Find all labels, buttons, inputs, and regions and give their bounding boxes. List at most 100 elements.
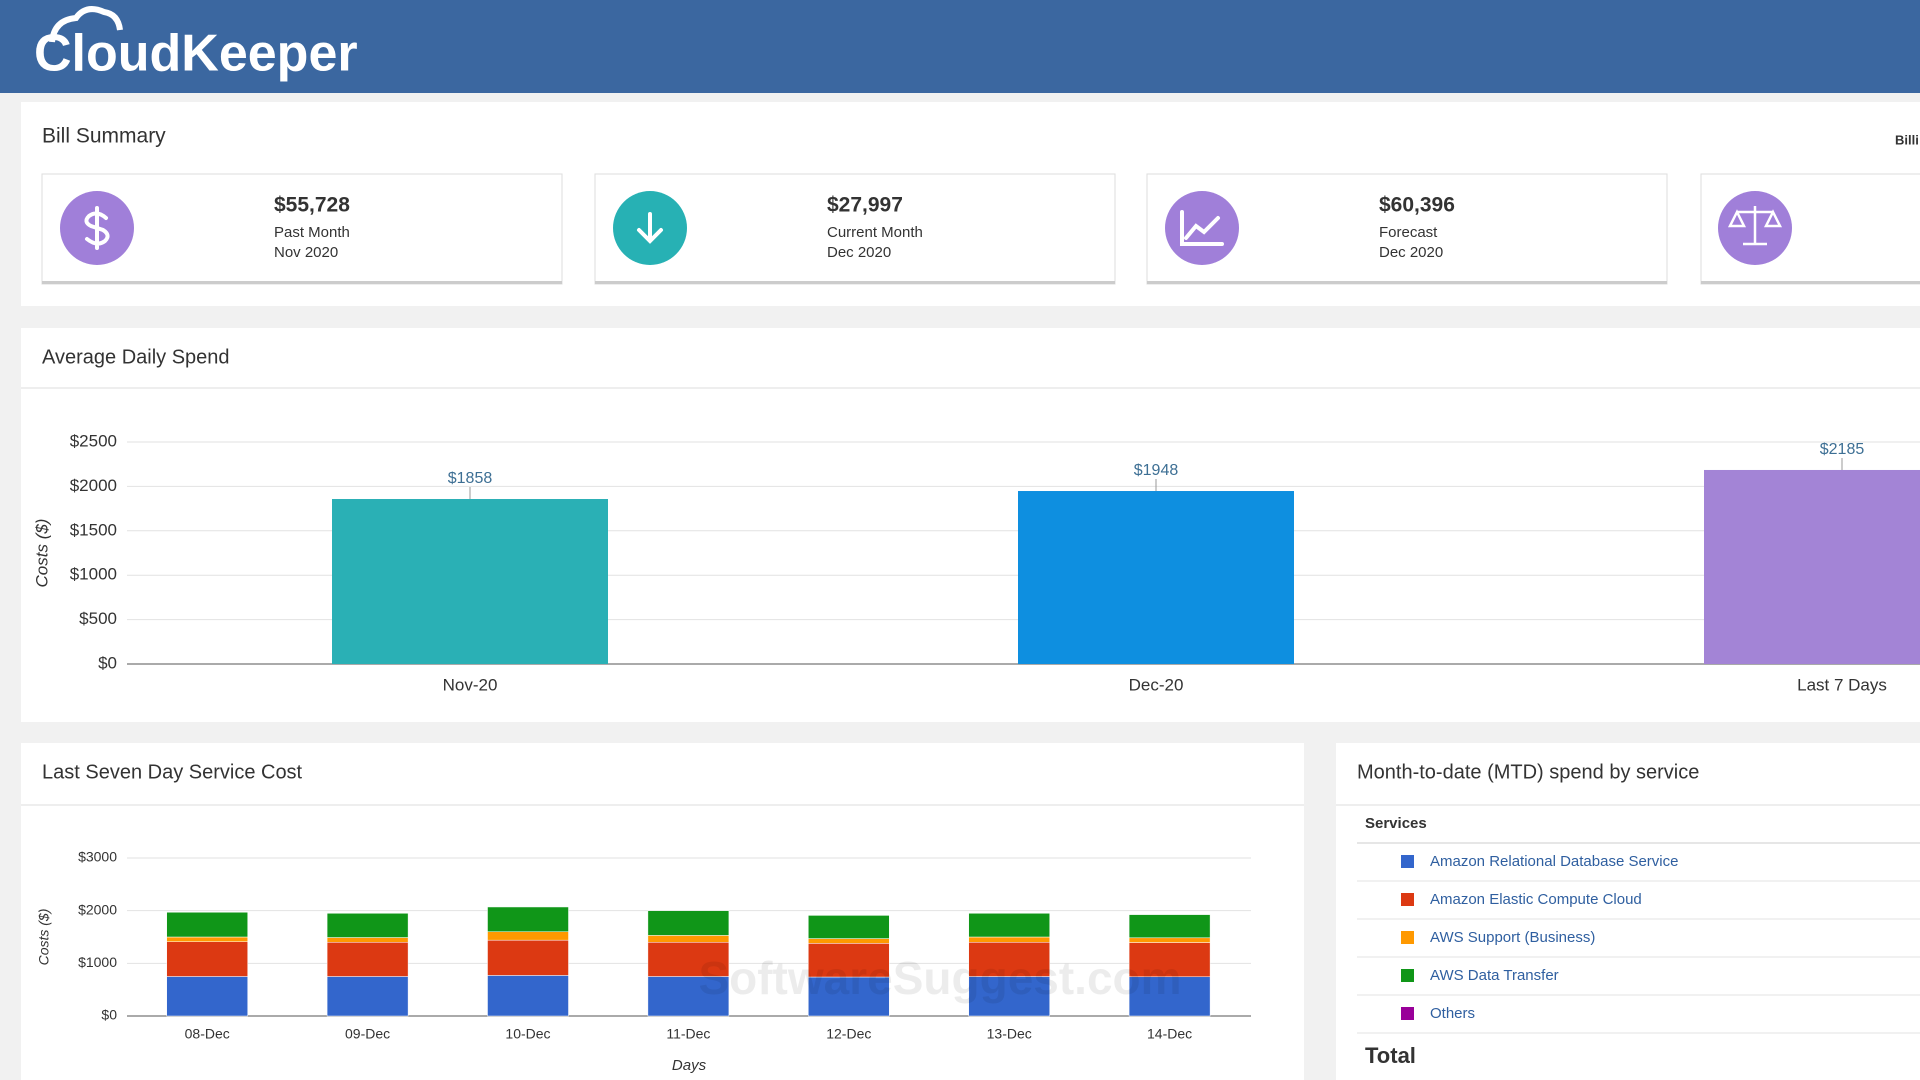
x-tick-label: 08-Dec <box>185 1026 230 1042</box>
y-axis-label: Costs ($) <box>32 519 51 588</box>
bar-segment <box>166 976 248 1017</box>
x-tick-label: 12-Dec <box>826 1026 871 1042</box>
average-daily-panel <box>21 328 1920 722</box>
bar-segment <box>647 935 730 943</box>
service-name[interactable]: Amazon Relational Database Service <box>1430 853 1678 870</box>
card-icon <box>1165 191 1239 265</box>
card-period: Dec 2020 <box>827 244 891 261</box>
y-tick-label: $1000 <box>70 565 117 584</box>
bar-segment <box>808 976 890 1017</box>
bar-segment <box>166 941 248 977</box>
card-period: Nov 2020 <box>274 244 338 261</box>
x-tick-label: 14-Dec <box>1147 1026 1192 1042</box>
card-glyph <box>637 212 663 244</box>
bar-segment <box>808 938 890 944</box>
bar <box>1704 469 1920 664</box>
card-amount: $60,396 <box>1379 194 1455 217</box>
watermark: SoftwareSuggest.com <box>698 952 1181 1004</box>
bar <box>332 499 608 664</box>
value-label: $1948 <box>1134 462 1179 479</box>
card-glyph <box>84 206 110 250</box>
logo[interactable]: CloudKeeper <box>34 25 358 83</box>
y-axis-label: Costs ($) <box>36 909 52 966</box>
bar-segment <box>647 910 730 936</box>
bar-segment <box>1128 942 1211 978</box>
service-name[interactable]: AWS Support (Business) <box>1430 929 1595 946</box>
y-tick-label: $3000 <box>78 849 117 865</box>
bar-segment <box>968 942 1050 977</box>
card-shadow <box>1147 281 1667 284</box>
bar-segment <box>647 976 730 1017</box>
service-swatch <box>1401 855 1414 868</box>
mtd-panel <box>1336 743 1920 1080</box>
bar-segment <box>326 937 409 943</box>
card-glyph <box>1180 210 1224 246</box>
panel-title: Bill Summary <box>42 125 166 148</box>
x-axis-label: Days <box>672 1057 707 1074</box>
bar-segment <box>326 976 409 1017</box>
y-tick-label: $2500 <box>70 431 117 450</box>
bar-segment <box>487 931 569 941</box>
y-tick-label: $2000 <box>70 476 117 495</box>
column-header: Services <box>1365 815 1427 832</box>
card-label: Current Month <box>827 224 923 241</box>
service-swatch <box>1401 893 1414 906</box>
total-label: Total <box>1365 1043 1416 1068</box>
bar-segment <box>1128 914 1211 939</box>
scale-glyph <box>1727 206 1783 246</box>
card-shadow <box>1701 281 1920 284</box>
bar-segment <box>166 911 248 938</box>
panel-title: Last Seven Day Service Cost <box>42 761 303 783</box>
bar <box>1018 491 1294 664</box>
billing-label: Billi <box>1895 132 1919 147</box>
service-name[interactable]: AWS Data Transfer <box>1430 967 1559 984</box>
card-label: Past Month <box>274 224 350 241</box>
x-tick-label: Nov-20 <box>443 675 498 694</box>
value-label: $2185 <box>1820 441 1865 458</box>
card-period: Dec 2020 <box>1379 244 1443 261</box>
bar-segment <box>487 939 569 976</box>
x-tick-label: 10-Dec <box>505 1026 550 1042</box>
y-tick-label: $0 <box>101 1007 117 1023</box>
panel-title: Average Daily Spend <box>42 346 230 368</box>
card-amount: $55,728 <box>274 194 350 217</box>
logo-cloud <box>49 6 123 43</box>
bar-segment <box>487 906 569 932</box>
bar-segment <box>968 936 1050 943</box>
bar-segment <box>968 913 1050 938</box>
service-swatch <box>1401 969 1414 982</box>
y-tick-label: $2000 <box>78 901 117 917</box>
card-shadow <box>42 281 562 284</box>
y-tick-label: $1000 <box>78 954 117 970</box>
bar-segment <box>487 975 569 1017</box>
bar-segment <box>166 936 248 942</box>
y-tick-label: $1500 <box>70 520 117 539</box>
service-name[interactable]: Others <box>1430 1005 1475 1022</box>
x-tick-label: 09-Dec <box>345 1026 390 1042</box>
card-amount: $27,997 <box>827 194 903 217</box>
service-swatch <box>1401 1007 1414 1020</box>
bar-segment <box>326 942 409 977</box>
y-tick-label: $500 <box>79 609 117 628</box>
bar-segment <box>647 942 730 977</box>
y-tick-label: $0 <box>98 653 117 672</box>
card-shadow <box>595 281 1115 284</box>
bar-segment <box>326 913 409 938</box>
bar-segment <box>1128 937 1211 943</box>
summary-card <box>1700 173 1920 285</box>
x-tick-label: Last 7 Days <box>1797 675 1887 694</box>
bar-segment <box>968 976 1050 1017</box>
bar-segment <box>808 915 890 939</box>
service-swatch <box>1401 931 1414 944</box>
x-tick-label: 13-Dec <box>987 1026 1032 1042</box>
bar-segment <box>1128 976 1211 1017</box>
x-tick-label: 11-Dec <box>666 1026 710 1042</box>
panel-title: Month-to-date (MTD) spend by service <box>1357 761 1699 783</box>
service-name[interactable]: Amazon Elastic Compute Cloud <box>1430 891 1642 908</box>
x-tick-label: Dec-20 <box>1129 675 1184 694</box>
card-label: Forecast <box>1379 224 1438 241</box>
value-label: $1858 <box>448 470 493 487</box>
header-bar <box>0 0 1920 93</box>
